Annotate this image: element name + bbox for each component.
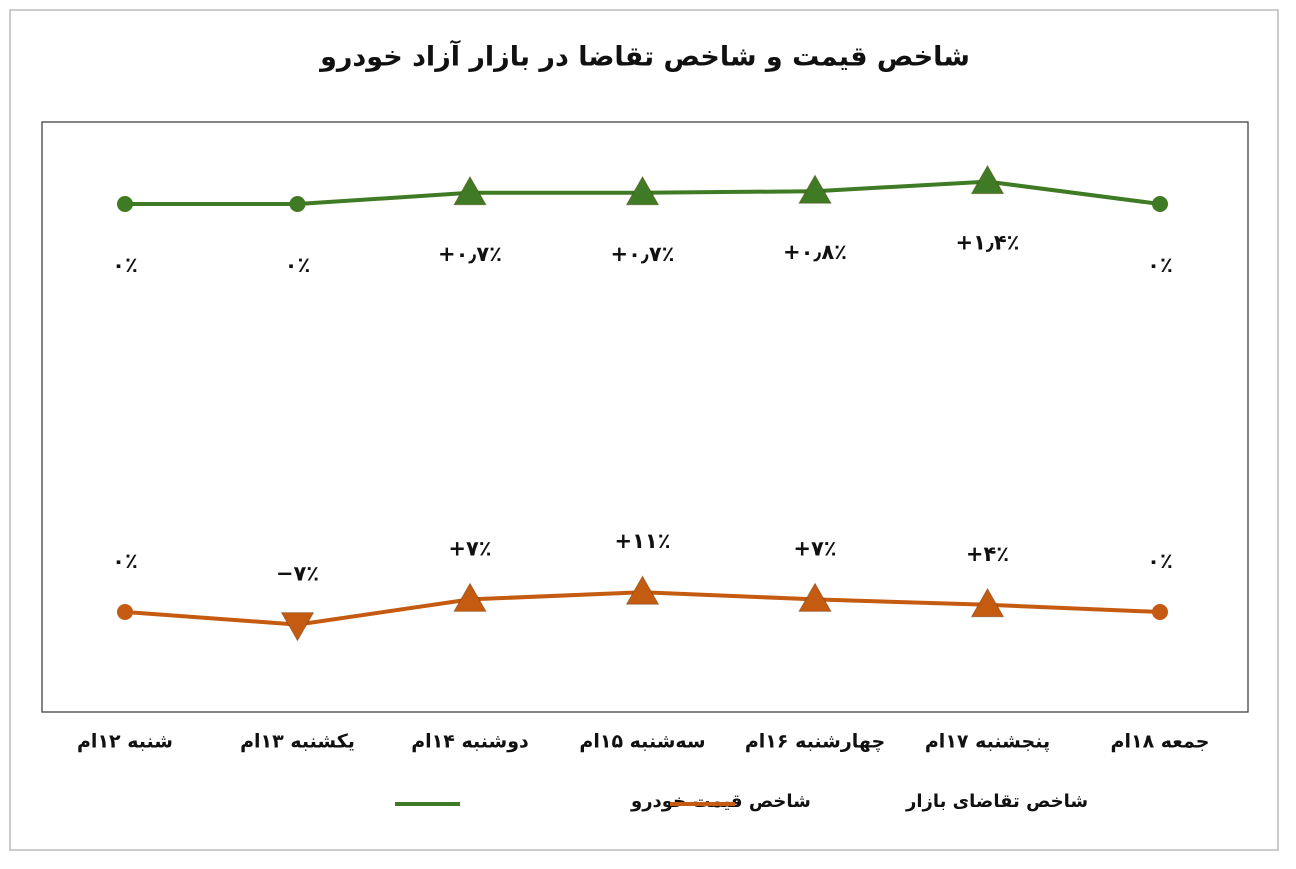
marker [117,196,133,212]
marker [625,575,660,605]
chart-title: شاخص قیمت و شاخص تقاضا در بازار آزاد خود… [318,40,970,73]
marker [625,175,660,206]
legend-label: شاخص قیمت خودرو [630,791,811,812]
marker [1152,196,1168,212]
data-label: −۷٪ [276,562,319,586]
marker [970,164,1005,195]
marker [453,175,487,206]
x-tick-label: جمعه ۱۸ام [1111,731,1210,753]
x-tick-label: دوشنبه ۱۴ام [411,731,529,753]
data-label: ۰٪ [1147,549,1173,573]
plot-frame [41,121,1249,713]
data-label: +۰٫۷٪ [438,242,502,266]
data-label: ۰٪ [112,549,138,573]
data-label: +۷٪ [448,536,491,560]
data-label: +۰٫۸٪ [783,240,847,264]
data-label: +۰٫۷٪ [611,242,675,266]
marker [970,587,1005,618]
data-label: ۰٪ [285,253,311,277]
x-tick-label: یکشنبه ۱۳ام [240,731,355,753]
marker [798,582,832,612]
marker [1152,604,1168,620]
chart-frame [9,9,1279,851]
data-label: +۴٪ [966,542,1009,566]
marker [280,612,315,642]
x-tick-label: چهارشنبه ۱۶ام [745,731,885,753]
legend-label: شاخص تقاضای بازار [905,791,1088,812]
data-label: ۰٪ [1147,253,1173,277]
data-label: +۷٪ [793,536,836,560]
marker [453,582,487,612]
data-label: +۱٫۴٪ [956,231,1020,255]
x-tick-label: شنبه ۱۲ام [77,731,173,753]
marker [289,196,306,212]
x-tick-label: پنجشنبه ۱۷ام [925,731,1050,753]
data-label: ۰٪ [112,253,138,277]
data-label: +۱۱٪ [614,529,670,553]
marker [117,604,133,620]
marker [798,174,832,204]
x-tick-label: سه‌شنبه ۱۵ام [579,731,705,753]
